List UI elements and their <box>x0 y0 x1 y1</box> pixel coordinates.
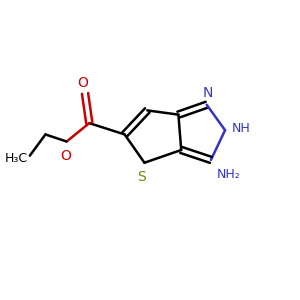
Text: O: O <box>60 148 71 163</box>
Text: O: O <box>77 76 88 90</box>
Text: NH: NH <box>232 122 251 135</box>
Text: NH₂: NH₂ <box>217 168 240 182</box>
Text: S: S <box>137 170 146 184</box>
Text: H₃C: H₃C <box>4 152 28 165</box>
Text: N: N <box>203 86 213 100</box>
